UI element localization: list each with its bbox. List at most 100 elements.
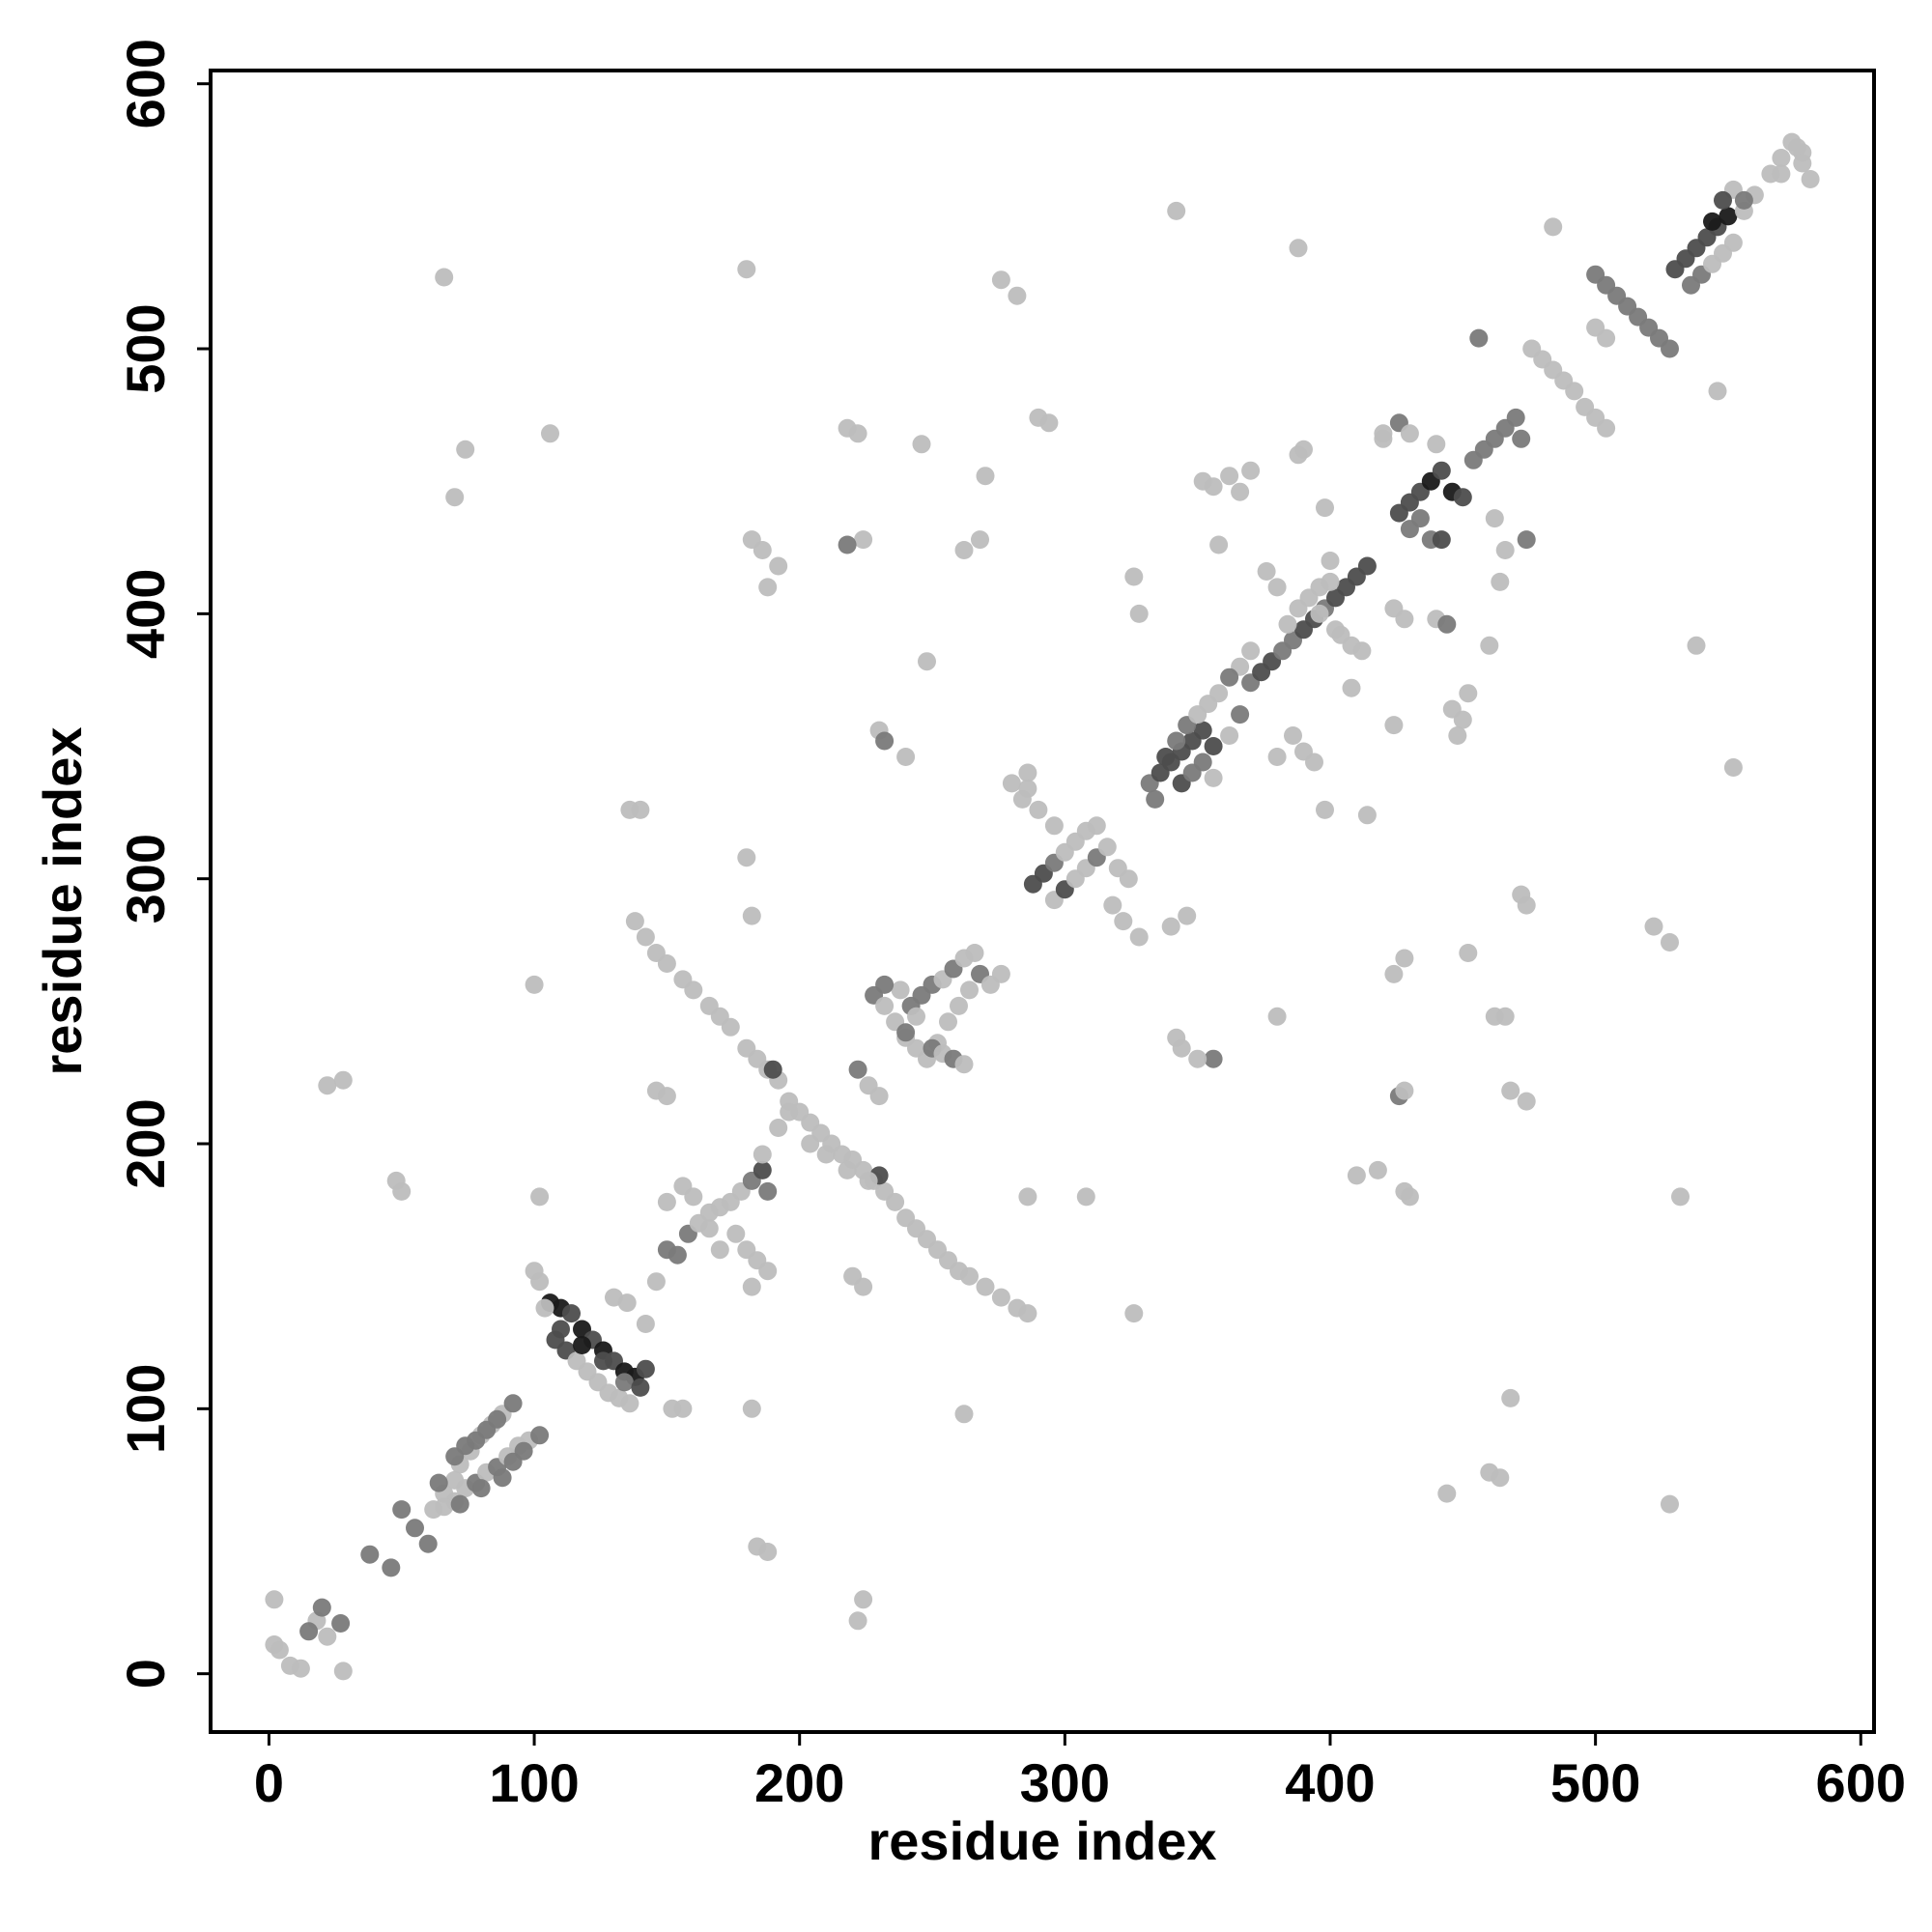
data-point-393 (1124, 1304, 1144, 1323)
data-point-320 (896, 748, 916, 766)
data-point-313 (769, 556, 788, 576)
data-point-390 (954, 1405, 974, 1424)
data-point-10 (265, 1590, 284, 1609)
data-point-188 (1103, 895, 1122, 915)
data-point-365 (1517, 530, 1536, 550)
data-point-325 (976, 467, 995, 486)
data-point-406 (1395, 949, 1414, 968)
data-point-348 (1284, 726, 1302, 745)
data-point-402 (1368, 1160, 1387, 1179)
data-point-421 (1661, 933, 1679, 952)
data-point-289 (1719, 207, 1738, 226)
data-points (265, 132, 1820, 1681)
data-point-141 (816, 1145, 836, 1164)
data-point-239 (1326, 620, 1345, 639)
data-point-349 (1316, 800, 1334, 819)
data-point-414 (1495, 1007, 1515, 1026)
data-point-131 (1018, 1304, 1037, 1323)
data-point-129 (991, 1288, 1010, 1307)
x-tick-label-100: 100 (489, 1752, 579, 1813)
data-point-334 (1204, 477, 1223, 497)
data-point-179 (1087, 816, 1106, 836)
data-point-344 (1342, 678, 1361, 697)
data-point-298 (1772, 149, 1791, 167)
data-point-215 (1220, 726, 1239, 745)
y-tick-label-100: 100 (115, 1364, 176, 1454)
x-tick-label-200: 200 (754, 1752, 844, 1813)
data-point-360 (1480, 636, 1499, 655)
data-point-391 (1018, 1187, 1037, 1207)
data-point-426 (1793, 154, 1812, 173)
data-point-140 (801, 1134, 820, 1153)
data-point-208 (1146, 789, 1165, 809)
data-point-29 (488, 1409, 507, 1429)
data-point-367 (1687, 636, 1706, 655)
data-point-133 (763, 1060, 782, 1079)
data-point-171 (954, 1055, 974, 1074)
data-point-403 (1384, 964, 1404, 983)
data-point-39 (435, 1497, 454, 1517)
data-point-416 (1501, 1081, 1520, 1100)
data-point-315 (848, 424, 867, 443)
data-point-42 (471, 1479, 491, 1498)
data-point-189 (1114, 912, 1133, 931)
data-point-342 (1316, 498, 1334, 518)
data-point-71 (636, 1359, 655, 1378)
data-point-338 (1209, 535, 1229, 554)
data-point-383 (742, 1277, 761, 1296)
data-point-105 (721, 1017, 740, 1037)
data-point-324 (971, 530, 989, 550)
data-point-3 (291, 1659, 310, 1678)
data-point-336 (1231, 482, 1250, 501)
data-point-41 (450, 1494, 469, 1514)
data-point-132 (758, 1181, 778, 1201)
data-point-229 (1278, 614, 1297, 634)
data-point-153 (950, 996, 968, 1015)
data-point-417 (1517, 1092, 1536, 1111)
data-point-409 (1437, 1484, 1457, 1503)
data-point-329 (1039, 413, 1059, 433)
data-point-257 (1410, 509, 1430, 528)
data-point-68 (594, 1351, 612, 1371)
data-point-380 (737, 848, 756, 867)
data-point-89 (699, 1219, 719, 1238)
data-point-332 (1167, 201, 1186, 220)
data-point-48 (562, 1304, 581, 1323)
data-point-361 (1485, 509, 1504, 528)
data-point-172 (875, 975, 895, 994)
plot-frame (209, 69, 1876, 1734)
x-tick-label-0: 0 (254, 1752, 284, 1813)
data-point-75 (646, 1272, 666, 1292)
data-point-207 (1204, 768, 1223, 787)
data-point-306 (445, 488, 465, 507)
data-point-45 (514, 1441, 533, 1461)
y-tick-label-0: 0 (115, 1659, 176, 1689)
data-point-38 (530, 1426, 550, 1445)
data-point-152 (939, 1012, 957, 1032)
x-tick-label-600: 600 (1816, 1752, 1906, 1813)
data-point-346 (1305, 753, 1323, 772)
y-tick-label-600: 600 (115, 39, 176, 128)
data-point-261 (1400, 424, 1419, 443)
data-point-366 (1544, 217, 1563, 237)
data-point-233 (1321, 572, 1340, 591)
data-point-13 (392, 1500, 412, 1520)
data-point-240 (1310, 604, 1329, 623)
data-point-248 (1432, 461, 1451, 480)
data-point-319 (875, 731, 895, 751)
data-point-187 (1119, 869, 1138, 889)
data-point-341 (1289, 445, 1308, 465)
data-point-196 (1018, 779, 1037, 798)
data-point-7 (331, 1614, 351, 1633)
data-point-389 (854, 1277, 873, 1296)
data-point-136 (859, 1171, 878, 1190)
data-point-96 (673, 1399, 693, 1418)
data-point-386 (848, 1611, 867, 1631)
data-point-216 (1231, 705, 1250, 724)
data-point-97 (625, 912, 644, 931)
data-point-270 (1565, 382, 1584, 401)
data-point-373 (392, 1181, 412, 1201)
data-point-397 (1172, 1038, 1191, 1058)
data-point-368 (1708, 382, 1727, 401)
data-point-369 (1723, 758, 1743, 777)
